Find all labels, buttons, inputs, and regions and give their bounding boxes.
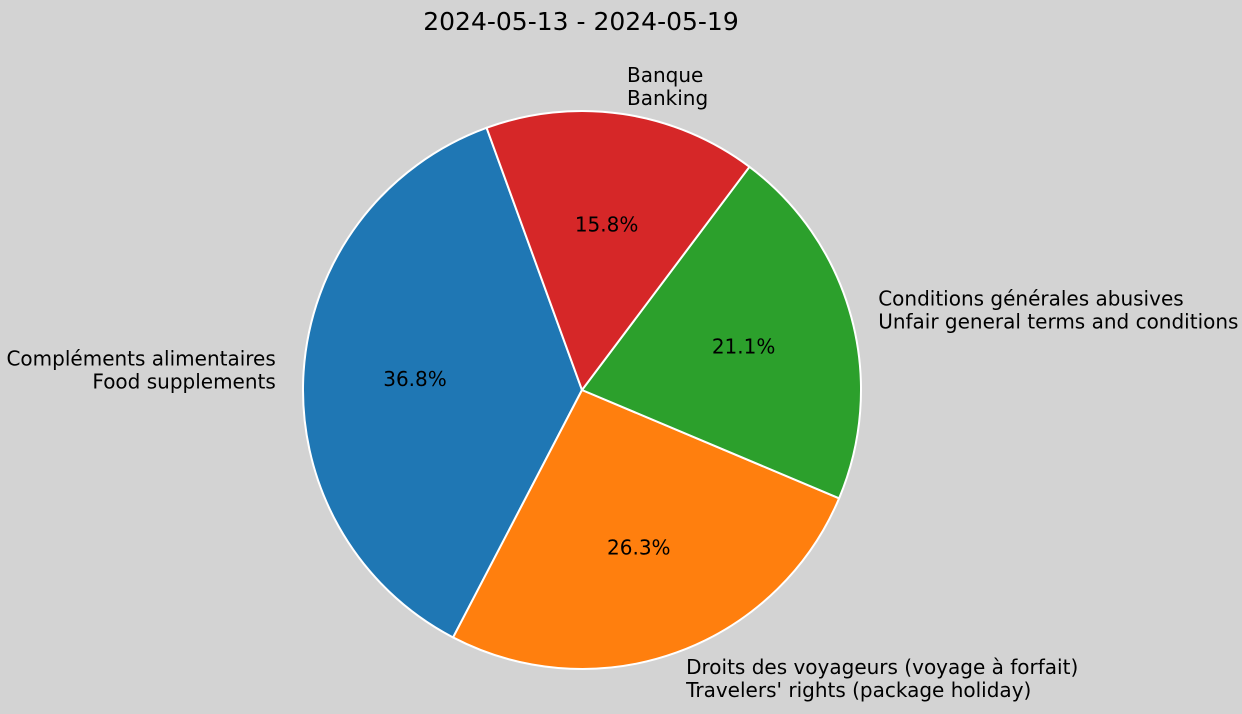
pie-slice-label-2: Conditions générales abusives Unfair gene… — [878, 286, 1238, 333]
pie-slice-2 — [581, 165, 862, 500]
pie-slice-3 — [485, 110, 751, 391]
pie-percent-label-3: 15.8% — [575, 212, 639, 236]
chart-title: 2024-05-13 - 2024-05-19 — [423, 7, 739, 36]
pie-slice-label-1: Droits des voyageurs (voyage à forfait) T… — [685, 655, 1078, 702]
pie-slice-0 — [302, 126, 583, 639]
pie-slice-1 — [452, 389, 841, 670]
pie-percent-label-2: 21.1% — [712, 334, 776, 358]
pie-percent-label-1: 26.3% — [607, 536, 671, 560]
pie-percent-label-0: 36.8% — [383, 367, 447, 391]
pie-slice-label-3: Banque Banking — [627, 63, 708, 110]
pie-slice-label-0: Compléments alimentaires Food supplements — [6, 346, 275, 393]
